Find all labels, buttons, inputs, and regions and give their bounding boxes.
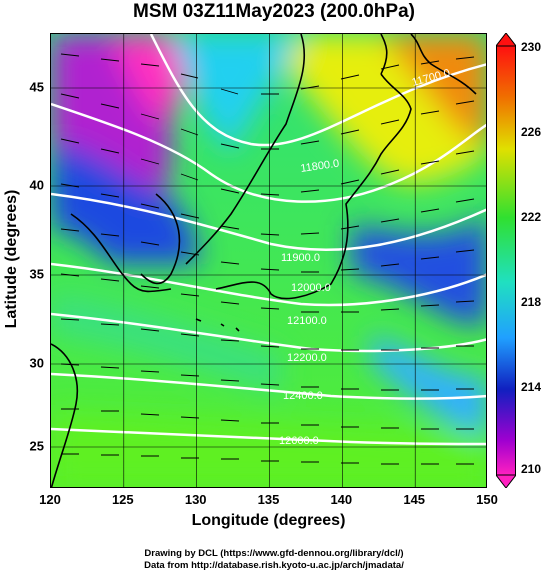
x-tick-label: 135 xyxy=(257,492,280,507)
credit-drawing: Drawing by DCL (https://www.gfd-dennou.o… xyxy=(144,548,404,559)
colorbar-tick-label: 230 xyxy=(521,40,542,54)
contour-label: 12200.0 xyxy=(287,352,327,364)
wind-vector-field xyxy=(60,53,475,465)
x-axis-label: Longitude (degrees) xyxy=(191,512,346,529)
x-tick-label: 140 xyxy=(330,492,353,507)
y-axis-label: Latitude (degrees) xyxy=(3,189,20,329)
y-tick-label: 30 xyxy=(29,355,44,371)
colorbar-min-arrow xyxy=(494,474,518,489)
contour-label: 12000.0 xyxy=(291,282,331,294)
colorbar-gradient xyxy=(496,45,516,476)
contour-label: 11900.0 xyxy=(281,252,320,264)
map-plot-area: 11700.0 11800.0 11900.0 12000.0 12100.0 … xyxy=(50,33,487,488)
colorbar-tick-label: 218 xyxy=(521,295,542,309)
contour-label: 12400.0 xyxy=(283,390,323,402)
contour-label: 11800.0 xyxy=(300,158,340,175)
credit-data-source: Data from http://database.rish.kyoto-u.a… xyxy=(144,560,404,571)
map-title: MSM 03Z11May2023 (200.0hPa) xyxy=(133,1,415,22)
contour-label: 12100.0 xyxy=(287,315,327,327)
colorbar-max-arrow xyxy=(494,32,518,47)
x-tick-label: 130 xyxy=(184,492,207,507)
y-tick-label: 25 xyxy=(29,438,44,454)
y-tick-label: 35 xyxy=(29,266,44,282)
grid-lines xyxy=(51,34,486,487)
contour-label: 12600.0 xyxy=(279,435,319,447)
x-tick-label: 125 xyxy=(111,492,134,507)
x-tick-label: 120 xyxy=(39,492,61,507)
colorbar-tick-label: 210 xyxy=(521,462,542,476)
y-tick-label: 45 xyxy=(29,79,44,95)
x-tick-label: 145 xyxy=(403,492,426,507)
colorbar-tick-label: 214 xyxy=(521,380,542,394)
y-tick-label: 40 xyxy=(29,177,44,193)
colorbar-tick-label: 222 xyxy=(521,210,542,224)
x-tick-label: 150 xyxy=(476,492,498,507)
coastlines xyxy=(51,34,477,487)
colorbar-tick-label: 226 xyxy=(521,125,542,139)
colorbar xyxy=(494,32,518,489)
temperature-field xyxy=(51,34,486,487)
